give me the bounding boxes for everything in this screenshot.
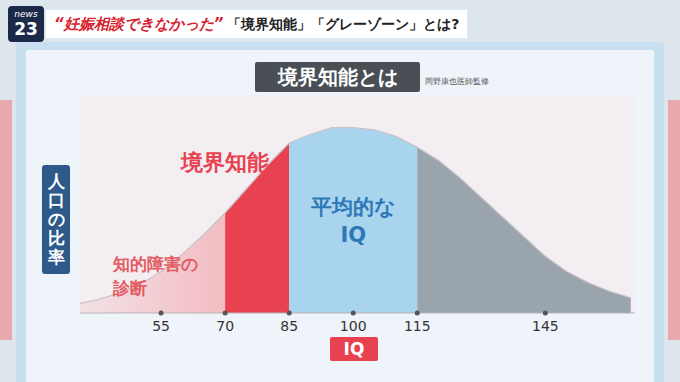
header-quote: “妊娠相談できなかった”: [54, 15, 223, 33]
band-label: 平均的な IQ: [310, 195, 396, 247]
y-label-char: 口: [48, 190, 65, 210]
x-tick: [543, 311, 548, 316]
band: [417, 95, 635, 313]
chart-subtitle: 岡野康也医師監修: [425, 77, 489, 86]
y-label-char: 率: [47, 247, 65, 267]
x-tick-label: 85: [280, 318, 298, 334]
header-title: 「境界知能」「グレーゾーン」とは?: [227, 16, 459, 32]
logo: news23: [8, 6, 44, 42]
band-label-line: IQ: [340, 223, 366, 247]
side-panel: [0, 100, 12, 340]
logo-number: 23: [8, 20, 44, 39]
x-tick-label: 100: [340, 318, 367, 334]
y-label-char: 人: [47, 171, 66, 191]
band: [80, 95, 225, 313]
x-tick: [415, 311, 420, 316]
board-frame: [16, 42, 664, 382]
x-tick-label: 145: [532, 318, 559, 334]
y-axis-label: 人口の比率: [47, 171, 66, 267]
x-tick-label: 115: [404, 318, 431, 334]
plot-group: [80, 95, 635, 313]
chart-title: 境界知能とは: [277, 65, 398, 89]
band-label: 境界知能: [180, 150, 269, 175]
y-label-char: の: [48, 209, 65, 229]
band-label: 知的障害の診断: [112, 254, 198, 298]
x-tick: [287, 311, 292, 316]
x-axis-label: IQ: [344, 339, 365, 359]
side-panel: [668, 100, 680, 340]
x-tick-label: 55: [152, 318, 170, 334]
band-label-line: 平均的な: [310, 195, 396, 219]
chart-canvas: 知的障害の診断 境界知能平均的な IQ 55 70 85 100 115 145 IQ 人口の比率 境…: [0, 0, 680, 382]
logo-word: news: [8, 9, 44, 20]
x-tick: [223, 311, 228, 316]
band-label-line: 診断: [112, 278, 147, 298]
curve: [80, 128, 631, 305]
x-tick-label: 70: [216, 318, 234, 334]
x-tick: [159, 311, 164, 316]
y-label-char: 比: [48, 228, 65, 248]
x-tick: [351, 311, 356, 316]
board: [26, 50, 654, 382]
band: [225, 95, 289, 313]
band-label-line: 境界知能: [180, 150, 269, 175]
x-label-box: [330, 337, 378, 361]
y-label-box: [42, 165, 70, 274]
title-plate: [255, 62, 420, 92]
header-bar: “妊娠相談できなかった”「境界知能」「グレーゾーン」とは?: [46, 10, 467, 38]
band-label-line: 知的障害の: [112, 254, 198, 274]
